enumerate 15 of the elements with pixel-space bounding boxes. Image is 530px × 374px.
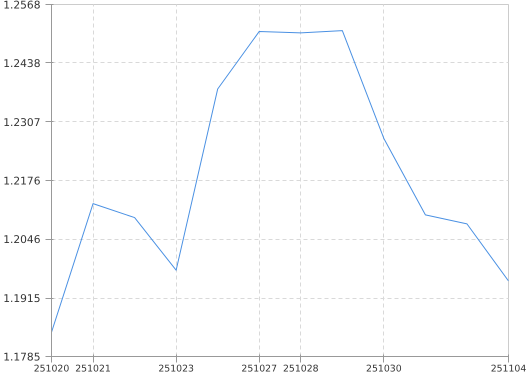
y-tick-label: 1.2176 (3, 174, 41, 188)
x-tick-label: 251027 (241, 364, 278, 374)
x-tick-label: 251104 (490, 364, 526, 374)
y-tick-label: 1.1785 (3, 350, 41, 364)
y-tick-label: 1.1915 (3, 292, 41, 306)
x-tick-label: 251028 (282, 364, 319, 374)
y-tick-label: 1.2307 (3, 116, 41, 129)
y-tick-label: 1.2438 (3, 56, 41, 70)
y-tick-label: 1.2046 (3, 233, 41, 246)
x-tick-label: 251021 (75, 364, 111, 374)
x-tick-label: 251030 (366, 364, 402, 374)
y-tick-label: 1.2568 (3, 0, 41, 12)
line-series (52, 30, 508, 333)
x-tick-label: 251020 (34, 364, 70, 374)
x-tick-label: 251023 (158, 364, 194, 374)
